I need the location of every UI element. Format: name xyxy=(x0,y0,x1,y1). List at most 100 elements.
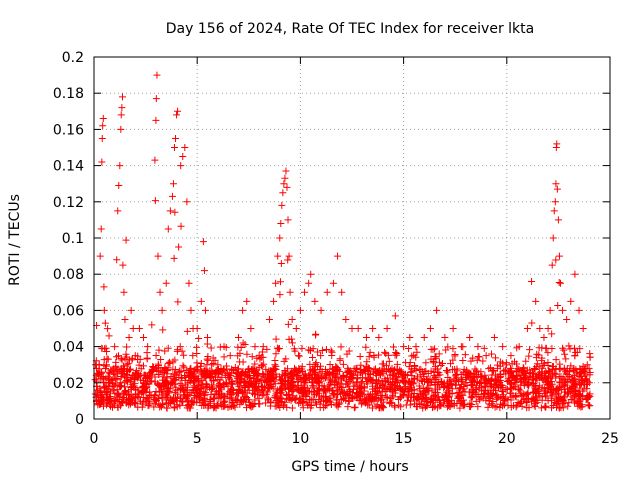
background-point xyxy=(423,385,431,393)
background-point xyxy=(391,402,399,410)
background-point xyxy=(384,378,392,386)
data-point xyxy=(118,104,126,112)
background-point xyxy=(416,371,424,379)
background-point xyxy=(258,382,266,390)
data-point xyxy=(125,334,133,342)
background-point xyxy=(559,344,567,352)
background-point xyxy=(430,403,438,411)
background-point xyxy=(472,372,480,380)
background-point xyxy=(362,395,370,403)
background-point xyxy=(418,395,426,403)
background-point xyxy=(369,392,377,400)
data-point xyxy=(559,306,567,314)
data-point xyxy=(536,325,544,332)
background-point xyxy=(556,379,564,387)
background-point xyxy=(271,393,279,401)
background-point xyxy=(298,344,306,352)
background-point xyxy=(215,370,223,378)
background-point xyxy=(562,368,570,376)
background-point xyxy=(427,396,435,404)
background-point xyxy=(118,364,126,372)
background-point xyxy=(479,357,487,365)
background-point xyxy=(491,403,499,411)
background-point xyxy=(255,394,263,402)
background-point xyxy=(488,392,496,400)
data-point xyxy=(197,297,205,305)
data-point xyxy=(406,334,414,342)
background-point xyxy=(471,389,479,397)
background-point xyxy=(275,373,283,381)
background-point xyxy=(380,398,388,406)
background-point xyxy=(496,383,504,391)
background-point xyxy=(492,354,500,362)
background-point xyxy=(228,369,236,377)
data-point xyxy=(523,325,531,332)
background-point xyxy=(318,394,326,402)
background-point xyxy=(151,392,159,400)
background-point xyxy=(180,387,188,395)
background-point xyxy=(189,352,197,360)
background-point xyxy=(123,353,131,361)
background-point xyxy=(276,278,284,286)
background-point xyxy=(265,384,273,392)
background-point xyxy=(171,380,179,388)
background-point xyxy=(339,360,347,368)
background-point xyxy=(419,404,427,412)
data-point xyxy=(115,182,123,190)
background-point xyxy=(363,358,371,366)
background-point xyxy=(446,381,454,389)
background-point xyxy=(580,368,588,376)
background-point xyxy=(299,384,307,392)
background-point xyxy=(556,360,564,368)
background-point xyxy=(477,378,485,386)
background-point xyxy=(194,376,202,384)
background-point xyxy=(586,371,594,379)
background-point xyxy=(570,367,578,375)
background-point xyxy=(374,369,382,377)
background-point xyxy=(488,350,496,358)
background-point xyxy=(193,393,201,401)
x-tick-label: 5 xyxy=(193,431,202,447)
background-point xyxy=(461,351,469,359)
background-point xyxy=(236,358,244,366)
background-point xyxy=(227,394,235,402)
background-point xyxy=(390,366,398,374)
background-point xyxy=(234,343,242,351)
data-point xyxy=(166,207,174,215)
background-point xyxy=(298,365,306,373)
background-point xyxy=(98,345,106,353)
data-point xyxy=(168,192,176,200)
data-point xyxy=(113,256,121,264)
background-point xyxy=(317,352,325,360)
background-point xyxy=(367,376,375,384)
background-point xyxy=(208,386,216,394)
data-point xyxy=(305,279,313,287)
background-point xyxy=(543,392,551,400)
background-point xyxy=(548,372,556,380)
background-point xyxy=(408,352,416,360)
background-point xyxy=(106,394,114,402)
background-point xyxy=(437,362,445,370)
background-point xyxy=(586,353,594,361)
background-point xyxy=(450,375,458,383)
background-point xyxy=(389,343,397,351)
background-point xyxy=(540,385,548,393)
background-point xyxy=(567,362,575,370)
background-point xyxy=(283,403,291,411)
background-point xyxy=(549,386,557,394)
background-point xyxy=(535,351,543,359)
data-point xyxy=(342,315,350,323)
data-point xyxy=(551,198,559,206)
background-point xyxy=(541,403,549,411)
background-point xyxy=(164,384,172,392)
data-point xyxy=(575,306,583,314)
background-point xyxy=(480,344,488,352)
background-point xyxy=(453,389,461,397)
background-point xyxy=(394,370,402,378)
background-point xyxy=(417,377,425,385)
data-point xyxy=(549,234,557,242)
data-point xyxy=(131,352,139,360)
data-point xyxy=(571,270,579,278)
background-point xyxy=(159,326,167,334)
background-point xyxy=(573,348,581,356)
